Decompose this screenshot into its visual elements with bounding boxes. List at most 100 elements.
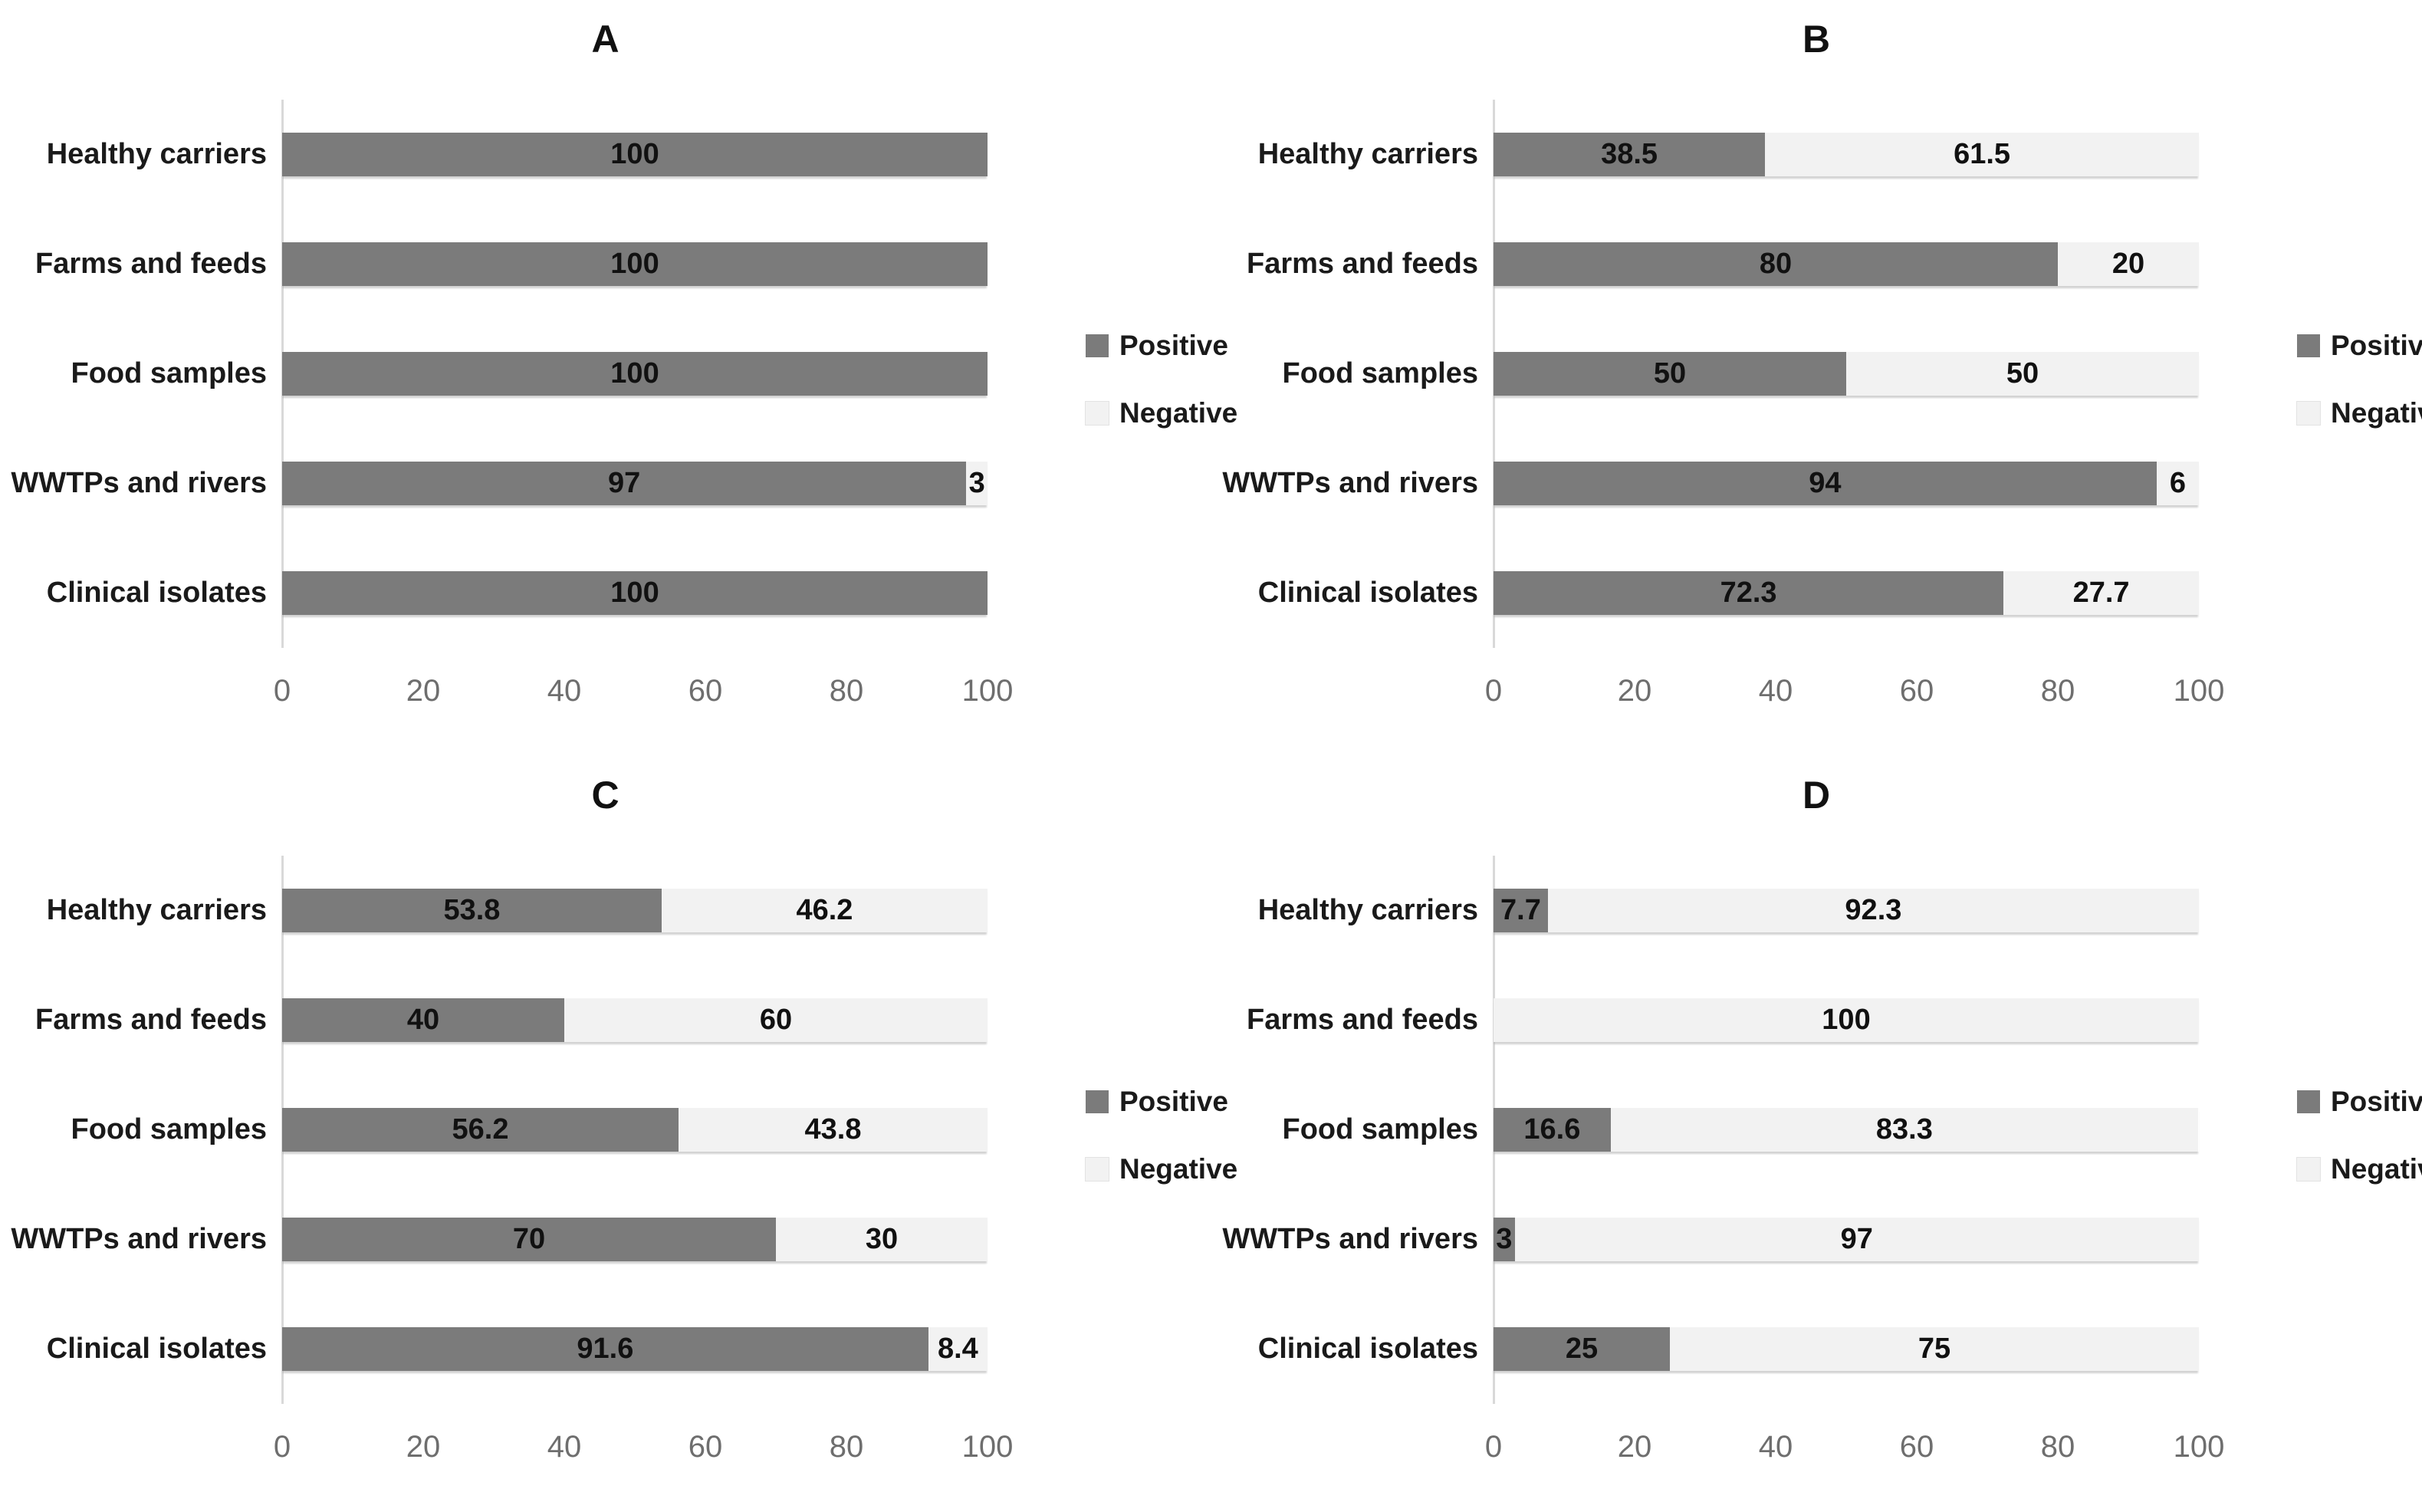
category-label: Clinical isolates [1257,577,1478,609]
bar-segment-negative: 50 [1846,352,2199,396]
bar-segment-negative: 27.7 [2003,571,2199,615]
axis-tick-label: 40 [547,1430,582,1464]
bar-segment-negative-value-label: 3 [968,467,985,499]
x-axis-ticks: 0 20 40 60 80 100 [274,1422,1014,1484]
bar-segment-positive-value-label: 100 [610,138,659,170]
axis-tick-label: 80 [829,674,864,708]
axis-tick-label: 80 [2040,674,2075,708]
bar-row: Food samples 16.6 83.3 [1211,1075,2199,1185]
legend-item-positive: Positive [1086,1086,1237,1118]
bar-segment-negative-value-label: 100 [1822,1004,1871,1036]
category-label: Farms and feeds [1247,1004,1478,1036]
chart-area: Healthy carriers 7.7 92.3 Farms and feeds 10… [1211,856,2422,1484]
negative-swatch-icon [2296,1157,2321,1182]
axis-tick-label: 20 [406,674,441,708]
bar-track: 50 50 [1494,352,2199,396]
category-label: Farms and feeds [1247,248,1478,280]
bar-segment-negative: 97 [1514,1218,2199,1261]
bar-segment-positive: 100 [282,352,988,396]
bar-segment-positive-value-label: 100 [610,357,659,390]
axis-tick-label: 20 [1617,674,1652,708]
bar-segment-positive: 40 [282,998,564,1042]
legend-positive-label: Positive [2331,330,2422,361]
bar-segment-positive-value-label: 91.6 [577,1333,634,1365]
legend-item-positive: Positive [2297,1086,2422,1118]
bar-row: Healthy carriers 100 [0,100,988,209]
bar-segment-positive-value-label: 38.5 [1601,138,1658,170]
bar-segment-positive-value-label: 53.8 [443,894,501,926]
bar-track: 91.6 8.4 [282,1327,988,1371]
axis-tick-label: 100 [961,1430,1014,1464]
bar-segment-negative-value-label: 30 [865,1223,899,1255]
bar-segment-negative: 61.5 [1765,133,2199,176]
bar-row: Food samples 50 50 [1211,319,2199,429]
bar-track: 100 [282,571,988,615]
category-label: WWTPs and rivers [1222,467,1478,499]
axis-tick-label: 0 [1484,1430,1503,1464]
bar-segment-positive-value-label: 16.6 [1523,1113,1581,1146]
bar-segment-positive: 38.5 [1494,133,1766,176]
bar-segment-negative-value-label: 83.3 [1875,1113,1933,1146]
bar-row: WWTPs and rivers 3 97 [1211,1185,2199,1294]
bar-segment-negative: 46.2 [661,889,988,932]
bar-segment-negative: 83.3 [1610,1108,2199,1152]
bar-row: Clinical isolates 91.6 8.4 [0,1294,988,1404]
bar-segment-negative: 43.8 [679,1108,988,1152]
category-label: Clinical isolates [46,1333,267,1365]
negative-swatch-icon [1085,1157,1109,1182]
bar-segment-positive-value-label: 25 [1565,1333,1599,1365]
legend-negative-label: Negative [2331,1153,2422,1185]
bar-segment-positive: 100 [282,571,988,615]
positive-swatch-icon [1086,1090,1109,1113]
bar-rows: Healthy carriers 38.5 61.5 Farms and feeds 8… [1211,100,2199,648]
axis-tick-label: 100 [961,674,1014,708]
panel-title: B [1802,18,1832,61]
axis-tick-label: 100 [2173,674,2225,708]
bar-row: Farms and feeds 100 [0,209,988,319]
category-label: Food samples [71,357,268,390]
bar-segment-positive-value-label: 40 [406,1004,440,1036]
chart-area: Healthy carriers 53.8 46.2 Farms and feeds 4… [0,856,1237,1484]
x-axis-ticks: 0 20 40 60 80 100 [274,666,1014,728]
bar-segment-positive-value-label: 3 [1496,1223,1513,1255]
plot-area: Healthy carriers 38.5 61.5 Farms and feeds 8… [1211,100,2224,728]
bar-segment-positive-value-label: 50 [1653,357,1687,390]
legend-item-positive: Positive [2297,330,2422,362]
bar-row: Healthy carriers 38.5 61.5 [1211,100,2199,209]
bar-segment-negative: 30 [776,1218,988,1261]
legend-positive-label: Positive [1119,1086,1228,1117]
bar-rows: Healthy carriers 53.8 46.2 Farms and feeds 4… [0,856,988,1404]
bar-segment-positive-value-label: 72.3 [1720,577,1777,609]
bar-segment-positive: 56.2 [282,1108,679,1152]
bar-segment-positive: 100 [282,242,988,286]
bar-segment-positive: 97 [282,462,967,505]
category-label: Farms and feeds [35,248,267,280]
panel-a: A Healthy carriers 100 Farms and feeds 100 F… [0,0,1237,756]
bar-segment-positive-value-label: 100 [610,577,659,609]
bar-segment-positive-value-label: 94 [1809,467,1842,499]
bar-segment-negative: 92.3 [1547,889,2199,932]
legend: Positive Negative [1085,330,1237,429]
bar-row: WWTPs and rivers 94 6 [1211,429,2199,538]
axis-tick-label: 60 [688,674,723,708]
axis-tick-label: 40 [547,674,582,708]
bar-row: Healthy carriers 53.8 46.2 [0,856,988,965]
bar-track: 72.3 27.7 [1494,571,2199,615]
bar-segment-positive: 16.6 [1494,1108,1611,1152]
legend-positive-label: Positive [1119,330,1228,361]
positive-swatch-icon [2297,1090,2320,1113]
bar-segment-positive-value-label: 100 [610,248,659,280]
axis-tick-label: 40 [1758,1430,1793,1464]
bar-segment-positive: 80 [1494,242,2058,286]
bar-segment-positive: 91.6 [282,1327,928,1371]
bar-segment-negative-value-label: 27.7 [2072,577,2130,609]
category-label: WWTPs and rivers [11,1223,267,1255]
axis-tick-label: 100 [2173,1430,2225,1464]
bar-rows: Healthy carriers 100 Farms and feeds 100 Foo… [0,100,988,648]
category-label: Clinical isolates [46,577,267,609]
bar-segment-positive: 3 [1494,1218,1515,1261]
bar-segment-negative: 3 [966,462,988,505]
positive-swatch-icon [1086,334,1109,357]
category-label: Healthy carriers [46,138,267,170]
